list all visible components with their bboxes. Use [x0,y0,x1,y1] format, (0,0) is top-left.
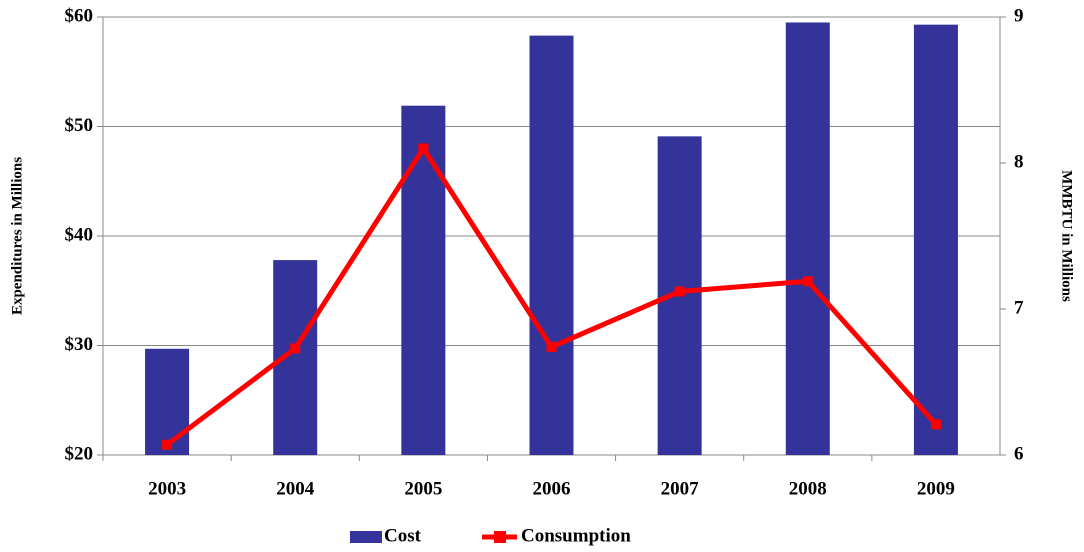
marker [290,343,301,354]
y-axis-title: Expenditures in Millions [9,157,25,315]
y2-tick-label: 6 [1014,443,1024,464]
x-tick-label: 2006 [533,478,571,499]
x-tick-label: 2003 [148,478,186,499]
bar [913,24,958,455]
y-tick-label: $60 [65,5,94,26]
y-tick-label: $20 [65,443,94,464]
marker [418,143,429,154]
x-tick-label: 2008 [789,478,827,499]
x-tick-label: 2009 [917,478,955,499]
legend-label: Consumption [521,525,631,546]
y2-tick-label: 8 [1014,151,1024,172]
bar [145,348,190,455]
marker [674,286,685,297]
y-tick-label: $40 [65,224,94,245]
legend-label: Cost [384,525,422,546]
y-tick-label: $50 [65,115,94,136]
legend-swatch [494,531,506,543]
marker [546,341,557,352]
marker [162,439,173,450]
x-tick-label: 2004 [276,478,315,499]
bar [785,22,830,455]
y2-tick-label: 9 [1014,5,1024,26]
bar [529,35,574,456]
legend-swatch [350,531,382,543]
y-tick-label: $30 [65,334,94,355]
y2-axis-title: MMBTU in Millions [1059,170,1075,302]
bar [401,105,446,455]
x-tick-label: 2005 [404,478,442,499]
marker [930,419,941,430]
marker [802,276,813,287]
x-tick-label: 2007 [661,478,700,499]
y2-tick-label: 7 [1014,297,1024,318]
